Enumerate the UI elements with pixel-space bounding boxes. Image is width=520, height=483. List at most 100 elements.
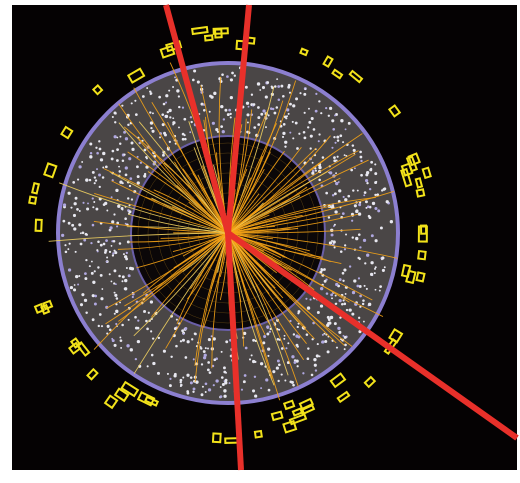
hit [68, 242, 71, 245]
hit [257, 116, 261, 120]
hit [326, 315, 330, 319]
hit [314, 369, 318, 372]
hit [178, 105, 181, 109]
hit [371, 201, 376, 206]
cell [348, 69, 364, 84]
hit [306, 357, 310, 361]
hit [196, 80, 200, 84]
cell [421, 166, 432, 180]
hit [329, 171, 333, 175]
hit [269, 107, 273, 111]
cell [211, 432, 222, 444]
hit [209, 94, 212, 98]
hit [106, 332, 109, 335]
hit [308, 107, 310, 110]
hit [121, 280, 124, 283]
hit [213, 358, 217, 362]
hit [113, 312, 116, 315]
hit [118, 165, 120, 168]
track [227, 205, 331, 234]
hit [303, 136, 307, 140]
hit [98, 147, 102, 151]
hit [67, 248, 70, 251]
hit [303, 111, 306, 114]
hit [179, 385, 182, 388]
hit [262, 341, 266, 345]
hit [340, 119, 344, 123]
hit [129, 348, 133, 352]
track [151, 101, 229, 234]
track [136, 232, 229, 269]
hit [134, 99, 137, 102]
hit [358, 203, 362, 207]
hit [81, 293, 85, 297]
cell [120, 380, 140, 398]
hit [289, 131, 292, 134]
hit [284, 145, 287, 148]
cell [159, 44, 176, 59]
hit [333, 322, 337, 326]
hit [333, 156, 336, 159]
hit [114, 293, 118, 297]
hit [108, 328, 112, 332]
hit [81, 231, 85, 235]
track [118, 232, 229, 322]
hit [126, 344, 130, 348]
hit [222, 118, 226, 121]
hit [192, 358, 195, 361]
hit [134, 315, 137, 319]
hit [292, 383, 295, 387]
hit [333, 223, 336, 226]
hit [73, 288, 77, 292]
hit [175, 318, 178, 321]
hit [358, 257, 361, 261]
hit [336, 155, 339, 158]
hit [282, 131, 286, 136]
hit [313, 357, 317, 362]
hit [272, 370, 276, 374]
hit [116, 148, 119, 152]
hit [364, 178, 369, 183]
hit [99, 273, 103, 277]
hit [102, 242, 106, 246]
hit [318, 355, 321, 358]
hit [307, 347, 310, 350]
hit [119, 135, 122, 138]
hit [215, 379, 219, 383]
cell [43, 162, 58, 179]
hit [341, 212, 345, 215]
hit [202, 356, 207, 360]
track [227, 232, 315, 340]
hit [150, 353, 154, 357]
hit [139, 161, 143, 164]
hit [327, 216, 331, 219]
hit [78, 275, 81, 277]
hit [343, 154, 346, 157]
hit [207, 388, 212, 392]
hit [296, 325, 299, 329]
cell [191, 25, 209, 36]
hit [85, 259, 88, 262]
hit [275, 366, 279, 370]
hit [192, 387, 196, 391]
hit [299, 92, 302, 95]
hit [278, 328, 281, 331]
hit [71, 223, 75, 227]
hit [333, 135, 336, 139]
hit [286, 108, 290, 112]
hit [302, 130, 306, 134]
hit [283, 337, 286, 340]
hit [282, 123, 286, 126]
track [128, 213, 229, 234]
hit [311, 338, 314, 341]
hit [362, 238, 367, 242]
hit [93, 201, 96, 204]
hit [336, 139, 340, 142]
hit [314, 109, 318, 113]
hit [92, 206, 95, 209]
hit [323, 279, 327, 283]
hit [181, 329, 184, 333]
hit [342, 334, 345, 337]
hit [124, 217, 127, 221]
hit [124, 137, 129, 141]
